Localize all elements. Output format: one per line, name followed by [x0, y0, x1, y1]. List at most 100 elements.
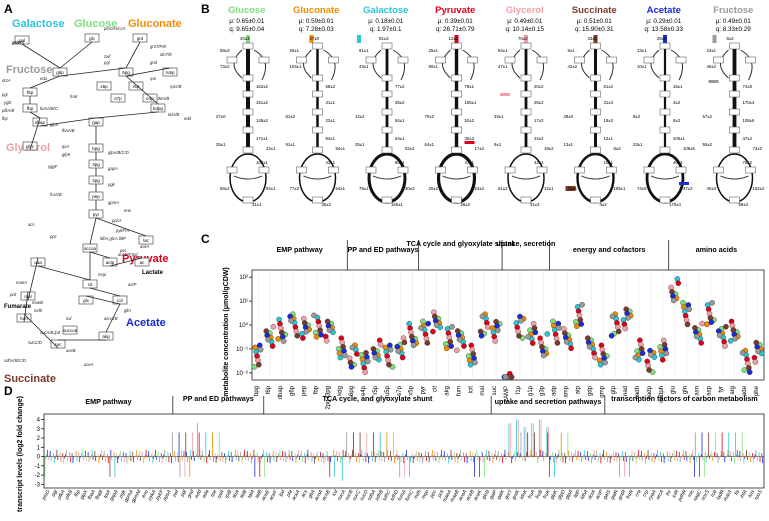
panel-d-xlabel-tktB: tktB: [239, 488, 249, 499]
panel-d-bar-maeA: [446, 456, 448, 458]
panel-d-bar-glpK: [556, 456, 558, 459]
panel-d-bar-maeB: [453, 452, 455, 457]
panel-d-bar-rpiB: [229, 456, 230, 461]
panel-d-bar-glcB: [487, 455, 489, 457]
panel-d-bar-aceB: [475, 453, 476, 457]
panel-d-bar-fbp: [78, 452, 80, 457]
flux-value-label: 12±2: [449, 36, 459, 41]
flux-col-title-4: Glycerol: [506, 5, 544, 16]
panel-d-bar-gltA: [315, 456, 316, 459]
panel-d-bar-ppsA: [171, 456, 172, 464]
flux-node: [365, 166, 377, 174]
panel-d-bar-fbaA: [93, 455, 95, 457]
panel-d-bar-tktB: [243, 454, 245, 457]
flux-node: [590, 90, 601, 98]
panel-c-xlabel-akg: akg: [444, 386, 450, 396]
panel-d-group-4: transcription factors of carbon metaboli…: [611, 394, 758, 403]
panel-d-bar-pdhR: [685, 451, 687, 457]
flux-value-label: 13±1: [637, 48, 647, 53]
panel-d-bar-gltA: [312, 456, 314, 458]
panel-c-point-6pg: [354, 351, 360, 357]
panel-d-bar-iclR: [677, 456, 678, 461]
panel-d-bar-lpd: [283, 456, 284, 461]
metabolite-label-3pg: 3pg: [92, 162, 100, 167]
panel-d-bar-fbaA: [95, 456, 97, 461]
panel-d-bar-iclR: [679, 456, 681, 463]
reaction-g6p-6pg: [59, 67, 127, 77]
panel-d-bar-fruR: [634, 452, 636, 457]
panel-d-bar-pdhR: [682, 449, 684, 457]
panel-d-bar-nagC: [697, 456, 698, 458]
panel-d-xlabel-sdhC: sdhC: [382, 489, 393, 502]
panel-d-bar-sdhB: [378, 456, 380, 460]
panel-d-bar-idnK: [528, 456, 529, 458]
panel-d-bar-sdhA: [376, 453, 378, 457]
panel-d-bar-sucB: [349, 456, 351, 464]
panel-d-bar-glpD: [563, 456, 565, 458]
panel-d-xlabel-acnB: acnB: [321, 488, 332, 501]
panel-d-bar-tktA: [237, 451, 239, 457]
flux-node: [675, 166, 687, 174]
panel-d-bar-sucA: [340, 456, 342, 459]
panel-d-bar-iclR: [674, 456, 676, 460]
panel-d-bar-fbp: [80, 456, 81, 458]
panel-d-bar-acs: [303, 453, 305, 457]
panel-c-point-bpg: [257, 346, 264, 353]
panel-d-bar-mdh: [415, 451, 417, 457]
flux-value-label: 30±3: [405, 186, 415, 191]
panel-d-bar-aceE: [268, 453, 270, 457]
panel-d-bar-glpD: [559, 456, 561, 461]
flux-node: [242, 196, 254, 204]
panel-d-xlabel-galS: galS: [602, 488, 613, 500]
panel-d-bar-rpiB: [232, 456, 234, 458]
panel-d-bar-sucB: [353, 455, 355, 457]
panel-d-bar-hns: [754, 454, 756, 457]
panel-d-bar-cyaA: [654, 456, 656, 464]
panel-d-bar-marA: [732, 452, 734, 457]
panel-d-bar-soxS: [708, 432, 710, 457]
panel-d-bar-arcA: [662, 453, 664, 457]
panel-d-xlabel-gltA: gltA: [307, 488, 317, 499]
panel-d-bar-rpiA: [221, 452, 223, 457]
panel-label-d: D: [4, 384, 13, 398]
panel-d-bar-gltA: [315, 454, 317, 457]
panel-d-group-2: TCA cycle, and glyoxylate shunt: [322, 394, 433, 403]
panel-d-bar-pck: [438, 456, 440, 464]
panel-d-bar-eno: [144, 454, 146, 457]
panel-d-bar-crp: [648, 456, 650, 460]
panel-d-bar-pgk: [121, 456, 122, 461]
panel-c-point-asn: [699, 320, 705, 327]
flux-value-label: 151±2: [256, 100, 269, 105]
gene-label: pgk: [107, 182, 116, 187]
panel-d-bar-gntK: [517, 419, 519, 457]
panel-c-point-pyr: [424, 340, 431, 346]
panel-d-bar-fnr: [671, 456, 673, 458]
panel-d-xlabel-ldhA: ldhA: [579, 488, 590, 500]
panel-d-bar-fruK: [549, 456, 550, 477]
panel-d-xlabel-glpA: glpA: [564, 488, 575, 500]
panel-d-bar-ackA: [294, 453, 296, 457]
flux-ed-loop-2: [392, 49, 406, 81]
reaction-icit-akg: [105, 303, 121, 333]
panel-d-xlabel-glcB: glcB: [481, 488, 491, 500]
flux-value-label: 40±3: [707, 186, 717, 191]
panel-d-xlabel-ptsG: ptsG: [41, 489, 52, 502]
panel-d-bar-ihfA: [742, 453, 744, 457]
panel-d-bar-hns: [749, 452, 751, 457]
panel-c-point-kdg: [337, 354, 344, 361]
flux-value-label: 74±5: [637, 186, 647, 191]
panel-d-bar-dctA: [594, 456, 596, 460]
panel-d-bar-pgi: [56, 449, 58, 457]
panel-d-xlabel-gntK: gntK: [511, 488, 522, 500]
flux-node: [590, 126, 601, 134]
panel-d-xlabel-rpiA: rpiA: [216, 488, 226, 499]
panel-d-xlabel-rpe: rpe: [209, 489, 218, 498]
flux-value-label: 47±2: [683, 186, 693, 191]
panel-d-bar-ihfA: [743, 456, 745, 464]
panel-c-xlabel-s7p: s7p: [397, 385, 403, 395]
flux-value-label: 170±4: [669, 202, 682, 207]
panel-c-xlabel-kdg: kdg: [337, 386, 343, 396]
flux-value-label: 8±2: [633, 114, 641, 119]
panel-d-bar-gltA: [314, 456, 315, 464]
